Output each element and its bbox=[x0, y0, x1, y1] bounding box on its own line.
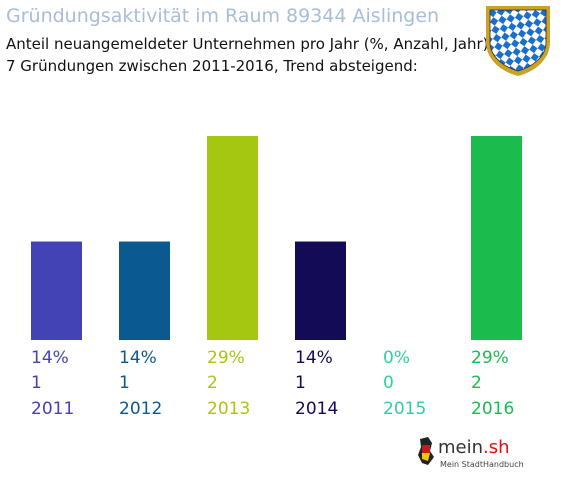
chart-title: Gründungsaktivität im Raum 89344 Aisling… bbox=[6, 5, 440, 27]
bar-2014 bbox=[295, 241, 346, 340]
logo-brand-tld: sh bbox=[488, 437, 510, 458]
bar-2012 bbox=[119, 241, 170, 340]
count-label-2011: 1 bbox=[31, 373, 42, 393]
percent-label-2015: 0% bbox=[383, 348, 410, 368]
bar-2016 bbox=[471, 136, 522, 340]
logo-wordmark: mein.sh bbox=[438, 437, 510, 458]
bavarian-crest-icon bbox=[486, 6, 550, 76]
count-label-2014: 1 bbox=[295, 373, 306, 393]
year-label-2012: 2012 bbox=[119, 399, 163, 419]
percent-label-2013: 29% bbox=[207, 348, 245, 368]
percent-label-2011: 14% bbox=[31, 348, 69, 368]
bar-2011 bbox=[31, 241, 82, 340]
chart-subtitle-line-1: Anteil neuangemeldeter Unternehmen pro J… bbox=[6, 35, 489, 53]
year-label-2014: 2014 bbox=[295, 399, 339, 419]
bar-2013 bbox=[207, 136, 258, 340]
year-label-2013: 2013 bbox=[207, 399, 251, 419]
count-label-2013: 2 bbox=[207, 373, 218, 393]
year-label-2015: 2015 bbox=[383, 399, 427, 419]
chart-subtitle-line-2: 7 Gründungen zwischen 2011-2016, Trend a… bbox=[6, 57, 418, 75]
count-label-2015: 0 bbox=[383, 373, 394, 393]
year-label-2011: 2011 bbox=[31, 399, 75, 419]
count-label-2012: 1 bbox=[119, 373, 130, 393]
logo-tagline: Mein StadtHandbuch bbox=[440, 460, 524, 469]
percent-label-2016: 29% bbox=[471, 348, 509, 368]
percent-label-2014: 14% bbox=[295, 348, 333, 368]
year-label-2016: 2016 bbox=[471, 399, 515, 419]
count-label-2016: 2 bbox=[471, 373, 482, 393]
percent-label-2012: 14% bbox=[119, 348, 157, 368]
logo-brand-main: mein bbox=[438, 437, 484, 458]
mein-sh-logo bbox=[418, 437, 434, 465]
logo-brand-dot: . bbox=[483, 437, 489, 458]
